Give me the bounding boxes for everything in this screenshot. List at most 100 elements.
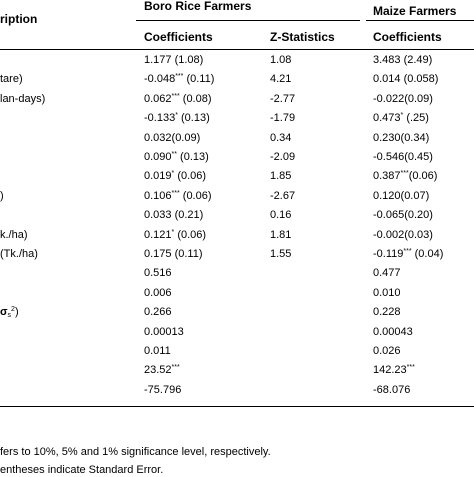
boro-coefficient-cell: 0.266	[144, 306, 172, 319]
maize-coefficient-value: 0.010	[373, 287, 401, 299]
maize-standard-error: (0.04)	[411, 248, 444, 260]
maize-coefficient-cell: -0.119*** (0.04)	[373, 248, 443, 261]
boro-standard-error: (0.08)	[179, 93, 212, 105]
z-statistic-cell: -2.77	[270, 93, 296, 105]
maize-coefficient-value: -0.546(0.45)	[373, 151, 433, 163]
maize-coefficient-value: -0.065(0.20)	[373, 209, 433, 221]
header-boro-rice-farmers: Boro Rice Farmers	[144, 0, 252, 13]
maize-significance-stars: ***	[400, 170, 409, 177]
maize-significance-stars: *	[400, 112, 404, 119]
footnote-significance: fers to 10%, 5% and 1% significance leve…	[0, 446, 271, 458]
maize-coefficient-value: 0.228	[373, 306, 401, 318]
maize-coefficient-cell: -68.076	[373, 384, 410, 397]
boro-coefficient-cell: 0.00013	[144, 326, 184, 339]
z-statistic-cell: 1.85	[270, 170, 292, 182]
boro-significance-stars: ***	[171, 364, 180, 371]
boro-coefficient-cell: 1.177 (1.08)	[144, 54, 203, 67]
z-statistic-cell: 1.81	[270, 229, 292, 241]
boro-significance-stars: **	[171, 151, 177, 158]
maize-coefficient-cell: -0.022(0.09)	[373, 93, 433, 106]
maize-coefficient-value: 0.473	[373, 112, 401, 124]
boro-coefficient-value: 23.52	[144, 364, 172, 376]
boro-coefficient-cell: 0.032(0.09)	[144, 132, 200, 145]
boro-coefficient-value: 0.121	[144, 229, 172, 241]
maize-coefficient-cell: 0.230(0.34)	[373, 132, 429, 145]
boro-coefficient-value: 0.266	[144, 306, 172, 318]
boro-coefficient-value: -0.133	[144, 112, 176, 124]
z-statistic-cell: 0.16	[270, 209, 292, 221]
maize-coefficient-cell: 0.228	[373, 306, 401, 319]
boro-significance-stars: *	[171, 170, 175, 177]
boro-coefficient-value: 0.090	[144, 151, 172, 163]
z-statistic-cell: 4.21	[270, 73, 292, 85]
maize-coefficient-cell: -0.065(0.20)	[373, 209, 433, 222]
maize-coefficient-cell: 0.010	[373, 287, 401, 300]
maize-coefficient-value: 142.23	[373, 364, 407, 376]
boro-coefficient-value: 0.033 (0.21)	[144, 209, 204, 221]
maize-significance-stars: ***	[406, 364, 415, 371]
header-description: ription	[0, 12, 38, 26]
maize-coefficient-value: 0.00043	[373, 326, 413, 338]
maize-significance-stars: ***	[403, 248, 412, 255]
row-label: (Tk./ha)	[0, 248, 38, 260]
row-label: tare)	[0, 73, 23, 85]
boro-coefficient-value: 0.516	[144, 267, 172, 279]
boro-coefficient-value: 0.011	[144, 345, 171, 357]
z-statistic-cell: -2.09	[270, 151, 296, 163]
maize-coefficient-cell: 0.473* (.25)	[373, 112, 429, 125]
maize-coefficient-cell: -0.002(0.03)	[373, 229, 433, 242]
table-bottom-rule	[0, 406, 474, 407]
boro-coefficient-cell: 0.175 (0.11)	[144, 248, 203, 261]
boro-significance-stars: ***	[171, 190, 180, 197]
boro-coefficient-value: 0.175 (0.11)	[144, 248, 203, 260]
header-coefficients-maize: Coefficients	[373, 30, 442, 44]
boro-coefficient-value: -75.796	[144, 384, 182, 396]
boro-coefficient-cell: -0.133* (0.13)	[144, 112, 210, 125]
boro-coefficient-cell: 0.106*** (0.06)	[144, 190, 212, 203]
boro-coefficient-value: -0.048	[144, 73, 176, 85]
boro-significance-stars: ***	[175, 73, 184, 80]
boro-standard-error: (0.06)	[174, 229, 207, 241]
maize-coefficient-value: -0.022(0.09)	[373, 93, 433, 105]
boro-coefficient-cell: 0.011	[144, 345, 171, 358]
maize-coefficient-cell: 0.014 (0.058)	[373, 73, 438, 86]
maize-coefficient-cell: 0.387***(0.06)	[373, 170, 437, 183]
boro-coefficient-cell: 0.062*** (0.08)	[144, 93, 212, 106]
header-bottom-rule	[0, 49, 474, 50]
boro-significance-stars: *	[171, 229, 175, 236]
maize-coefficient-value: -0.002(0.03)	[373, 229, 433, 241]
boro-standard-error: (0.13)	[176, 151, 209, 163]
boro-coefficient-value: 0.019	[144, 170, 172, 182]
z-statistic-cell: -1.79	[270, 112, 296, 124]
boro-coefficient-value: 0.062	[144, 93, 172, 105]
maize-coefficient-cell: 142.23***	[373, 364, 415, 377]
boro-coefficient-cell: 0.019* (0.06)	[144, 170, 206, 183]
boro-significance-stars: *	[175, 112, 178, 119]
boro-coefficient-value: 1.177 (1.08)	[144, 54, 204, 66]
boro-standard-error: (0.06)	[179, 190, 212, 202]
row-label: )	[0, 190, 4, 202]
boro-coefficient-cell: -0.048*** (0.11)	[144, 73, 214, 86]
boro-coefficient-cell: 23.52***	[144, 364, 180, 377]
group-rule-boro	[136, 20, 360, 21]
maize-coefficient-value: 0.120(0.07)	[373, 190, 430, 202]
z-statistic-cell: 1.08	[270, 54, 292, 66]
boro-coefficient-value: 0.106	[144, 190, 172, 202]
maize-coefficient-cell: 0.477	[373, 267, 401, 280]
maize-coefficient-cell: 0.00043	[373, 326, 413, 339]
maize-coefficient-value: 0.477	[373, 267, 401, 279]
boro-standard-error: (0.11)	[183, 73, 215, 85]
maize-coefficient-value: 0.387	[373, 170, 401, 182]
z-statistic-cell: 1.55	[270, 248, 292, 260]
boro-coefficient-cell: -75.796	[144, 384, 181, 397]
maize-standard-error: (.25)	[403, 112, 429, 124]
maize-coefficient-value: 3.483 (2.49)	[373, 54, 433, 66]
maize-coefficient-cell: 0.026	[373, 345, 401, 358]
z-statistic-cell: 0.34	[270, 132, 292, 144]
footnote-standard-error: entheses indicate Standard Error.	[0, 464, 164, 476]
boro-coefficient-cell: 0.516	[144, 267, 172, 280]
boro-standard-error: (0.06)	[174, 170, 207, 182]
maize-coefficient-value: 0.014 (0.058)	[373, 73, 439, 85]
boro-coefficient-cell: 0.006	[144, 287, 172, 300]
